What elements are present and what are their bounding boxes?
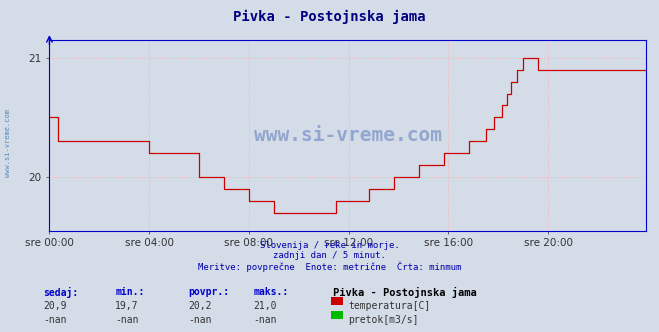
Text: povpr.:: povpr.: (188, 287, 229, 297)
Text: -nan: -nan (254, 315, 277, 325)
Text: maks.:: maks.: (254, 287, 289, 297)
Text: Pivka - Postojnska jama: Pivka - Postojnska jama (333, 287, 476, 298)
Text: -nan: -nan (43, 315, 67, 325)
Text: zadnji dan / 5 minut.: zadnji dan / 5 minut. (273, 251, 386, 260)
Text: Slovenija / reke in morje.: Slovenija / reke in morje. (260, 241, 399, 250)
Text: 19,7: 19,7 (115, 301, 139, 311)
Text: Meritve: povprečne  Enote: metrične  Črta: minmum: Meritve: povprečne Enote: metrične Črta:… (198, 262, 461, 273)
Text: 20,2: 20,2 (188, 301, 212, 311)
Text: min.:: min.: (115, 287, 145, 297)
Text: 21,0: 21,0 (254, 301, 277, 311)
Text: sedaj:: sedaj: (43, 287, 78, 298)
Text: -nan: -nan (115, 315, 139, 325)
Text: 20,9: 20,9 (43, 301, 67, 311)
Text: Pivka - Postojnska jama: Pivka - Postojnska jama (233, 10, 426, 24)
Text: -nan: -nan (188, 315, 212, 325)
Text: pretok[m3/s]: pretok[m3/s] (348, 315, 418, 325)
Text: www.si-vreme.com: www.si-vreme.com (254, 126, 442, 145)
Text: temperatura[C]: temperatura[C] (348, 301, 430, 311)
Text: www.si-vreme.com: www.si-vreme.com (5, 109, 11, 177)
